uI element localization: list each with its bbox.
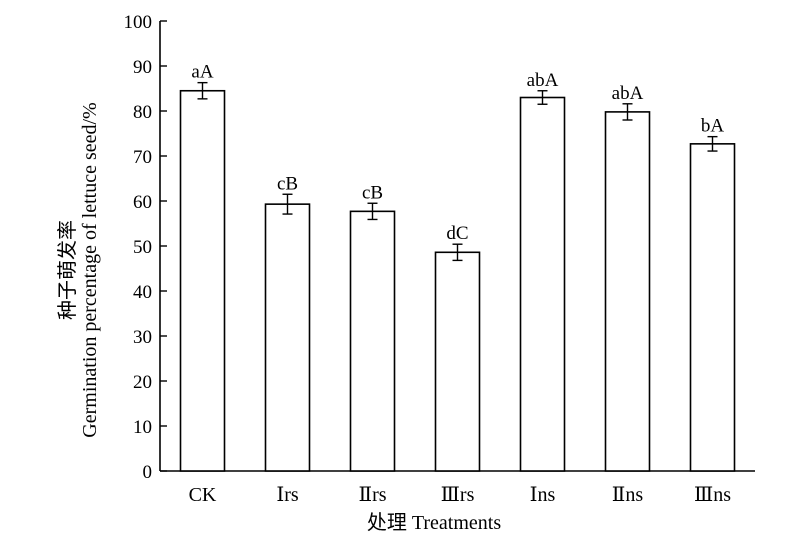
bar (519, 96, 566, 472)
bar (264, 203, 311, 472)
bar (179, 89, 226, 472)
y-tick-label: 20 (133, 372, 152, 393)
x-tick-label: Ⅰns (530, 484, 556, 506)
y-tick-label: 100 (124, 12, 153, 33)
y-tick-label: 60 (133, 192, 152, 213)
x-tick-label: Ⅲns (694, 484, 731, 506)
y-tick-label: 80 (133, 102, 152, 123)
significance-label: cB (277, 173, 298, 194)
bar (434, 251, 481, 472)
significance-label: cB (362, 182, 383, 203)
y-tick-label: 0 (143, 462, 153, 483)
x-tick-label: Ⅰrs (276, 484, 299, 506)
x-tick-labels: CK Ⅰrs Ⅱrs Ⅲrs Ⅰns Ⅱns Ⅲns (189, 484, 732, 506)
y-tick-label: 10 (133, 417, 152, 438)
x-tick-label: Ⅱns (612, 484, 644, 506)
bars: aA cB cB dC abA abA bA (179, 62, 736, 472)
significance-label: abA (612, 83, 644, 104)
y-tick-label: 40 (133, 282, 152, 303)
y-tick-label: 70 (133, 147, 152, 168)
y-axis-title: 种子萌发率 Germination percentage of lettuce … (56, 102, 101, 437)
x-tick-label: CK (189, 484, 217, 506)
x-axis-title: 处理 Treatments (367, 511, 501, 534)
y-tick-label: 90 (133, 57, 152, 78)
bar (349, 210, 396, 472)
significance-label: dC (446, 223, 468, 244)
significance-label: bA (701, 116, 725, 137)
y-tick-label: 30 (133, 327, 152, 348)
x-tick-label: Ⅱrs (358, 484, 386, 506)
significance-label: aA (191, 62, 213, 83)
x-tick-label: Ⅲrs (441, 484, 475, 506)
y-ticks: 0 10 20 30 40 50 60 70 80 90 100 (124, 12, 167, 483)
bar (689, 143, 736, 472)
y-axis-title-zh: 种子萌发率 (56, 220, 79, 320)
bar (604, 111, 651, 472)
y-axis-title-en: Germination percentage of lettuce seed/% (79, 102, 101, 437)
y-tick-label: 50 (133, 237, 152, 258)
significance-label: abA (527, 70, 559, 91)
